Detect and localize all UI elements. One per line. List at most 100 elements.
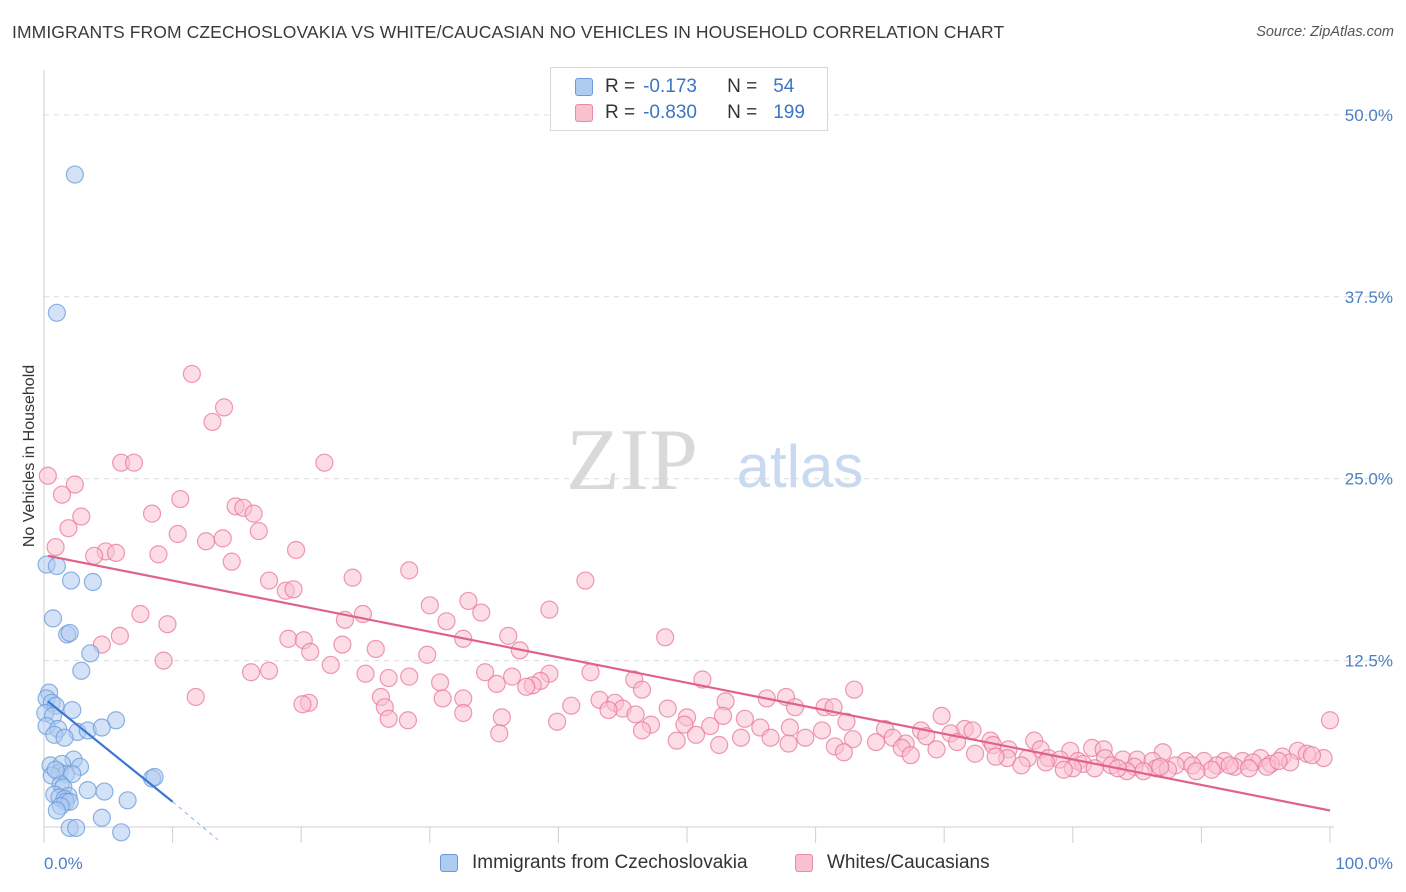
whites-point: [1012, 756, 1031, 775]
whites-point: [1187, 762, 1206, 781]
whites-point: [761, 728, 780, 747]
whites-point: [517, 677, 536, 696]
correlation-legend: R = -0.173 N = 54 R = -0.830 N = 199: [550, 67, 828, 131]
x-tick-label-min: 0.0%: [44, 854, 83, 873]
legend-r-label: R =: [605, 102, 636, 123]
whites-point: [249, 521, 268, 541]
whites-point: [259, 571, 279, 590]
whites-point: [710, 735, 729, 755]
czech-point: [118, 791, 137, 810]
czech-point: [46, 760, 65, 779]
whites-point: [400, 561, 419, 580]
whites-point: [866, 732, 886, 752]
whites-point: [693, 670, 712, 689]
series-czech-points: [36, 165, 164, 842]
whites-point: [168, 524, 187, 544]
series-legend-item-czech[interactable]: Immigrants from Czechoslovakia: [440, 852, 748, 874]
whites-point: [548, 712, 567, 731]
whites-point: [713, 706, 733, 725]
legend-n-label: N =: [727, 76, 758, 97]
whites-point: [379, 668, 398, 688]
whites-point: [490, 724, 509, 743]
watermark: ZIP atlas: [566, 412, 863, 509]
whites-point: [366, 639, 385, 659]
czech-point: [61, 571, 81, 590]
x-tick-marks: [43, 827, 1331, 843]
whites-point: [321, 655, 340, 675]
whites-point: [398, 711, 418, 730]
whites-point: [459, 591, 478, 611]
legend-r-label: R =: [605, 76, 636, 97]
whites-point: [632, 680, 652, 699]
whites-point: [213, 529, 232, 548]
czech-point: [60, 623, 79, 643]
whites-point: [576, 571, 595, 590]
y-tick-label: 37.5%: [1345, 288, 1393, 307]
whites-point: [293, 695, 312, 714]
whites-point: [85, 546, 104, 565]
whites-point: [433, 689, 452, 708]
whites-point: [259, 661, 279, 680]
whites-point: [986, 747, 1005, 766]
whites-point: [124, 453, 144, 472]
whites-point: [780, 718, 799, 737]
y-axis-label: No Vehicles in Household: [21, 365, 38, 547]
whites-point: [301, 642, 320, 661]
whites-point: [503, 667, 522, 686]
series-legend: Immigrants from Czechoslovakia Whites/Ca…: [0, 852, 1406, 876]
whites-point: [1302, 746, 1322, 765]
czech-point: [47, 556, 66, 576]
whites-point: [72, 507, 91, 526]
legend-r-value: -0.173: [643, 76, 697, 97]
whites-point: [1320, 711, 1340, 730]
whites-trend-line: [47, 554, 1331, 812]
whites-point: [46, 537, 65, 557]
whites-point: [214, 398, 234, 417]
whites-point: [1036, 753, 1055, 772]
y-tick-labels: 12.5% 25.0% 37.5% 50.0%: [1345, 106, 1393, 671]
whites-point: [154, 651, 173, 670]
legend-n-value: 199: [773, 102, 805, 123]
whites-point: [667, 731, 686, 750]
series-legend-swatch-blue: [440, 854, 458, 872]
series-legend-label-whites: Whites/Caucasians: [827, 852, 990, 873]
czech-point: [92, 808, 111, 827]
whites-point: [110, 626, 129, 645]
whites-point: [343, 568, 362, 587]
whites-point: [656, 628, 675, 647]
whites-point: [626, 705, 645, 724]
legend-row-czech: R = -0.173 N = 54: [575, 74, 794, 100]
whites-point: [1220, 756, 1239, 775]
whites-point: [932, 706, 951, 725]
whites-point: [437, 612, 456, 631]
whites-point: [965, 744, 985, 763]
whites-point: [599, 700, 618, 720]
czech-point: [55, 728, 74, 747]
legend-r-value: -0.830: [643, 102, 697, 123]
legend-row-whites: R = -0.830 N = 199: [575, 100, 805, 126]
whites-point: [796, 728, 815, 747]
whites-point: [142, 504, 162, 523]
whites-point: [658, 699, 677, 718]
whites-point: [731, 728, 751, 747]
czech-point: [112, 823, 131, 842]
czech-point: [95, 782, 114, 801]
whites-point: [779, 734, 798, 753]
legend-swatch-blue: [575, 78, 593, 96]
whites-point: [1239, 759, 1259, 778]
czech-trend-extension: [172, 801, 218, 841]
legend-swatch-pink: [575, 104, 593, 122]
legend-n-value: 54: [773, 76, 795, 97]
whites-point: [701, 716, 720, 736]
whites-point: [241, 663, 261, 682]
czech-trend-line: [47, 700, 174, 803]
whites-point: [472, 603, 491, 622]
czech-point: [47, 801, 66, 820]
whites-point: [675, 715, 694, 734]
whites-point: [284, 580, 303, 599]
series-legend-item-whites[interactable]: Whites/Caucasians: [795, 852, 990, 874]
whites-point: [203, 412, 222, 432]
chart-title: IMMIGRANTS FROM CZECHOSLOVAKIA VS WHITE/…: [12, 22, 1005, 42]
whites-point: [379, 709, 398, 728]
